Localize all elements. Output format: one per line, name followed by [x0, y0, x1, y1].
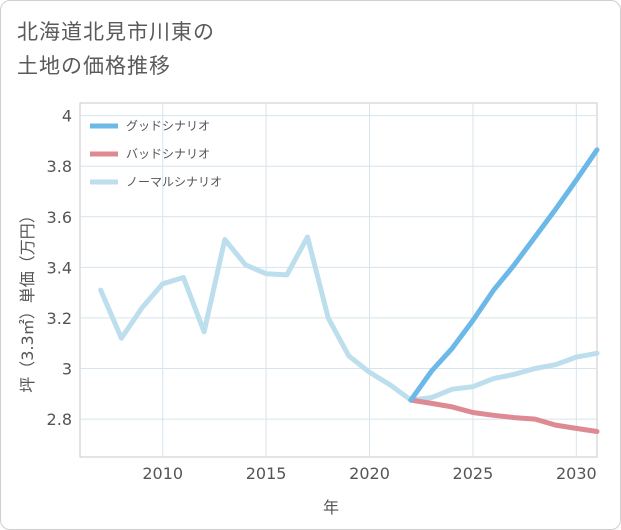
x-tick-label: 2015 — [246, 464, 287, 483]
chart-title-line2: 土地の価格推移 — [17, 54, 171, 78]
grid-lines — [80, 103, 597, 457]
y-tick-label: 3.8 — [47, 157, 72, 176]
x-axis-label: 年 — [323, 498, 339, 517]
series-line-bad — [408, 397, 600, 434]
y-tick-label: 3 — [62, 360, 72, 379]
y-tick-label: 3.2 — [47, 309, 72, 328]
series-group — [98, 147, 600, 434]
y-tick-label: 2.8 — [47, 410, 72, 429]
y-tick-label: 3.4 — [47, 258, 72, 277]
x-axis-ticks: 2010 2015 2020 2025 2030 — [142, 464, 596, 483]
x-tick-label: 2010 — [142, 464, 183, 483]
legend-label: ノーマルシナリオ — [126, 175, 222, 189]
y-tick-label: 3.6 — [47, 208, 72, 227]
legend-label: グッドシナリオ — [126, 119, 210, 133]
legend-label: バッドシナリオ — [126, 147, 210, 161]
plot-area — [79, 102, 598, 458]
y-tick-label: 4 — [62, 107, 72, 126]
y-axis-label: 坪（3.3㎡）単価（万円） — [18, 207, 37, 392]
series-line-normal — [98, 234, 600, 403]
x-tick-label: 2020 — [349, 464, 390, 483]
chart-title: 北海道北見市川東の 土地の価格推移 — [17, 15, 215, 83]
x-tick-label: 2030 — [556, 464, 597, 483]
chart-title-line1: 北海道北見市川東の — [17, 20, 215, 44]
x-tick-label: 2025 — [453, 464, 494, 483]
series-line-good — [408, 147, 600, 403]
y-axis-ticks: 2.8 3 3.2 3.4 3.6 3.8 4 — [47, 107, 72, 429]
